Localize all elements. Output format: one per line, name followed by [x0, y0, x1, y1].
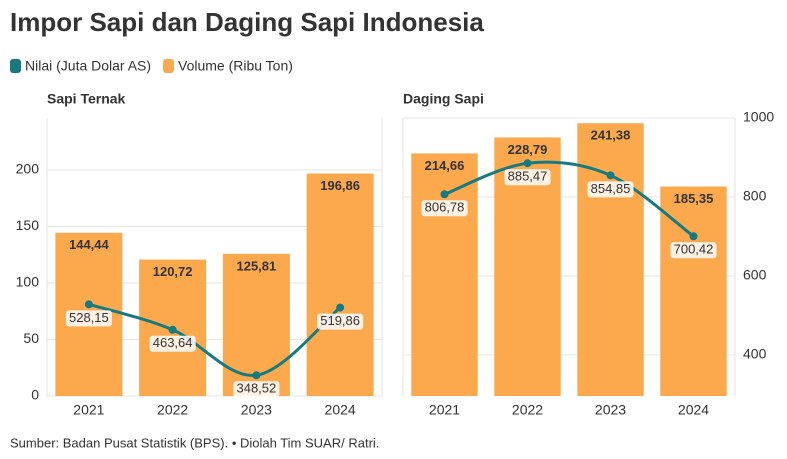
bar-value-label: 185,35 [674, 191, 714, 206]
chart-title: Impor Sapi dan Daging Sapi Indonesia [10, 7, 484, 37]
point [168, 325, 177, 334]
point [336, 303, 345, 312]
point-value-label: 885,47 [508, 169, 548, 184]
point-value-label: 519,86 [320, 313, 360, 328]
x-tick-label: 2023 [241, 402, 272, 418]
legend-label: Volume (Ribu Ton) [178, 58, 293, 74]
label-bg [421, 200, 468, 217]
y-tick-label: 150 [16, 217, 40, 233]
bar [306, 173, 374, 396]
point-value-label: 806,78 [425, 200, 465, 215]
label-bg [149, 335, 196, 352]
bar [411, 153, 478, 396]
point-value-label: 463,64 [153, 335, 193, 350]
x-tick-label: 2022 [512, 402, 543, 418]
label-bg [504, 169, 551, 186]
point [689, 232, 698, 241]
y2-tick-label: 600 [743, 267, 767, 283]
label-bg [233, 381, 280, 398]
point-value-label: 700,42 [674, 242, 714, 257]
point-value-label: 348,52 [236, 381, 276, 396]
y2-tick-label: 800 [743, 188, 767, 204]
label-bg [65, 310, 112, 327]
y-tick-label: 50 [23, 330, 39, 346]
bar-value-label: 228,79 [508, 142, 548, 157]
point-value-label: 528,15 [69, 310, 109, 325]
source-note: Sumber: Badan Pusat Statistik (BPS). • D… [10, 435, 379, 450]
bar-value-label: 214,66 [425, 158, 465, 173]
y2-tick-label: 1000 [743, 109, 774, 125]
x-tick-label: 2021 [429, 402, 460, 418]
bar-value-label: 125,81 [236, 258, 276, 273]
label-bg [670, 242, 717, 259]
bar-value-label: 196,86 [320, 178, 360, 193]
point [523, 159, 532, 168]
x-tick-label: 2022 [157, 402, 188, 418]
y-tick-label: 200 [16, 161, 40, 177]
point-value-label: 854,85 [591, 181, 631, 196]
bar-value-label: 144,44 [69, 237, 110, 252]
point [84, 300, 93, 309]
point [252, 371, 261, 380]
panel-title: Daging Sapi [403, 91, 484, 107]
legend-label: Nilai (Juta Dolar AS) [25, 58, 151, 74]
line [88, 302, 342, 377]
x-tick-label: 2024 [325, 402, 356, 418]
point [606, 171, 615, 180]
y-tick-label: 0 [31, 387, 39, 403]
x-tick-label: 2023 [595, 402, 626, 418]
legend-swatch [10, 59, 21, 73]
bar-value-label: 120,72 [153, 264, 193, 279]
line [443, 160, 695, 238]
bar [660, 186, 727, 396]
y2-tick-label: 400 [743, 346, 767, 362]
x-tick-label: 2021 [73, 402, 104, 418]
label-bg [317, 313, 364, 330]
bar [577, 123, 644, 396]
bar-value-label: 241,38 [591, 128, 631, 143]
legend-swatch [163, 59, 174, 73]
label-bg [587, 181, 634, 198]
x-tick-label: 2024 [678, 402, 709, 418]
panel-title: Sapi Ternak [47, 91, 126, 107]
y-tick-label: 100 [16, 274, 40, 290]
point [440, 190, 449, 199]
